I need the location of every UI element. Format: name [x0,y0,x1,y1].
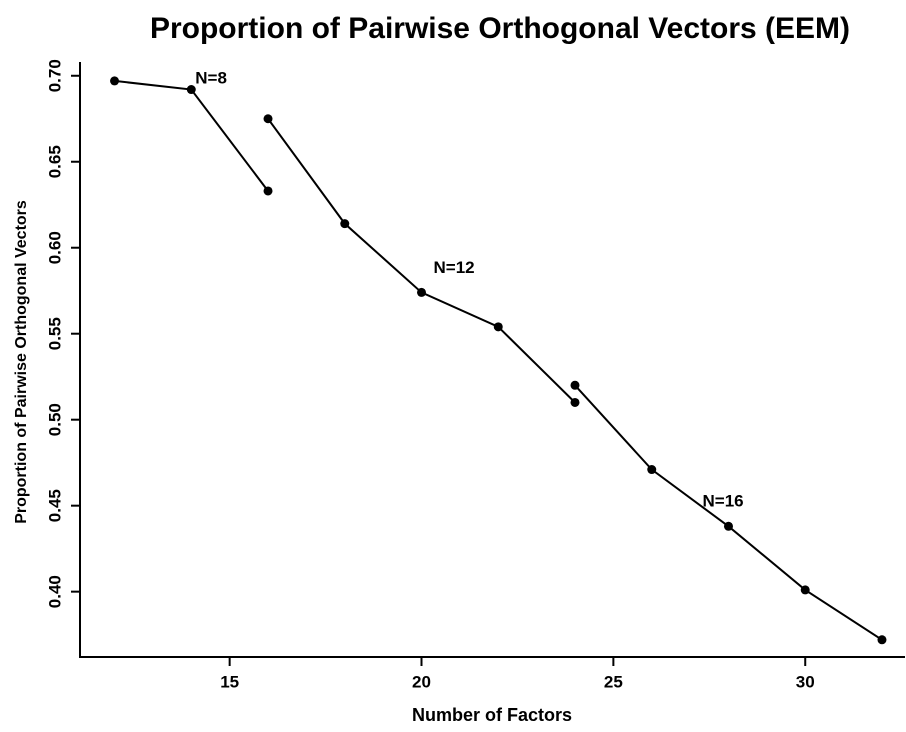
point [723,521,733,531]
point [877,635,887,645]
line [267,118,576,404]
point [340,219,350,229]
chart-title: Proportion of Pairwise Orthogonal Vector… [150,12,850,45]
point [570,380,580,390]
point [647,465,657,475]
y-tick-label: 0.50 [45,403,64,436]
point [263,114,273,124]
y-tick-label: 0.45 [45,489,64,522]
x-tick-label: 30 [796,672,815,691]
y-tick-label: 0.65 [45,145,64,178]
x-tick-label: 25 [604,672,623,691]
annotation: N=8 [195,69,227,88]
point [186,85,196,95]
x-tick-label: 20 [412,672,431,691]
point [800,585,810,595]
line [114,79,269,192]
y-tick-label: 0.60 [45,231,64,264]
line [574,384,883,641]
y-tick-label: 0.70 [45,59,64,92]
y-tick-label: 0.40 [45,575,64,608]
annotation: N=12 [434,258,475,277]
annotation: N=16 [702,492,743,511]
point [110,76,120,86]
point [417,287,427,297]
y-tick-label: 0.55 [45,317,64,350]
point [493,322,503,332]
x-axis-label: Number of Factors [412,705,572,725]
x-tick-label: 15 [220,672,239,691]
y-axis-label: Proportion of Pairwise Orthogonal Vector… [13,200,30,524]
point [570,397,580,407]
point [263,186,273,196]
